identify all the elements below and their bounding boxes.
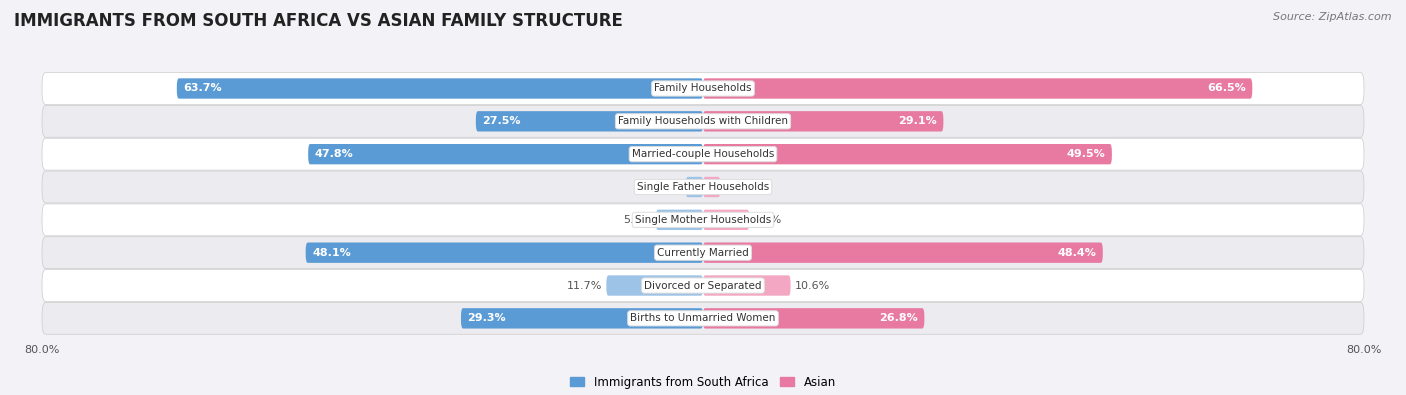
Text: 48.4%: 48.4%: [1057, 248, 1097, 258]
FancyBboxPatch shape: [308, 144, 703, 164]
FancyBboxPatch shape: [42, 270, 1364, 301]
Text: Source: ZipAtlas.com: Source: ZipAtlas.com: [1274, 12, 1392, 22]
FancyBboxPatch shape: [42, 237, 1364, 269]
Text: Divorced or Separated: Divorced or Separated: [644, 280, 762, 290]
Text: Married-couple Households: Married-couple Households: [631, 149, 775, 159]
FancyBboxPatch shape: [703, 243, 1102, 263]
FancyBboxPatch shape: [703, 210, 749, 230]
FancyBboxPatch shape: [42, 138, 1364, 170]
FancyBboxPatch shape: [42, 73, 1364, 104]
FancyBboxPatch shape: [42, 105, 1364, 137]
Text: Family Households: Family Households: [654, 83, 752, 94]
Text: IMMIGRANTS FROM SOUTH AFRICA VS ASIAN FAMILY STRUCTURE: IMMIGRANTS FROM SOUTH AFRICA VS ASIAN FA…: [14, 12, 623, 30]
FancyBboxPatch shape: [461, 308, 703, 329]
Text: 49.5%: 49.5%: [1067, 149, 1105, 159]
Text: 11.7%: 11.7%: [567, 280, 602, 290]
Text: Births to Unmarried Women: Births to Unmarried Women: [630, 313, 776, 324]
FancyBboxPatch shape: [703, 177, 720, 197]
FancyBboxPatch shape: [686, 177, 703, 197]
Text: 63.7%: 63.7%: [183, 83, 222, 94]
FancyBboxPatch shape: [703, 308, 924, 329]
FancyBboxPatch shape: [305, 243, 703, 263]
FancyBboxPatch shape: [703, 78, 1253, 99]
Text: 26.8%: 26.8%: [879, 313, 918, 324]
Text: 2.1%: 2.1%: [724, 182, 752, 192]
Text: Single Mother Households: Single Mother Households: [636, 215, 770, 225]
Text: 5.7%: 5.7%: [623, 215, 652, 225]
Text: Currently Married: Currently Married: [657, 248, 749, 258]
Text: 47.8%: 47.8%: [315, 149, 353, 159]
FancyBboxPatch shape: [703, 144, 1112, 164]
FancyBboxPatch shape: [703, 275, 790, 296]
FancyBboxPatch shape: [42, 303, 1364, 334]
FancyBboxPatch shape: [177, 78, 703, 99]
FancyBboxPatch shape: [475, 111, 703, 132]
FancyBboxPatch shape: [42, 204, 1364, 236]
Text: Family Households with Children: Family Households with Children: [619, 117, 787, 126]
FancyBboxPatch shape: [42, 171, 1364, 203]
Text: 10.6%: 10.6%: [794, 280, 830, 290]
Text: Single Father Households: Single Father Households: [637, 182, 769, 192]
Text: 66.5%: 66.5%: [1206, 83, 1246, 94]
FancyBboxPatch shape: [657, 210, 703, 230]
FancyBboxPatch shape: [606, 275, 703, 296]
Legend: Immigrants from South Africa, Asian: Immigrants from South Africa, Asian: [565, 371, 841, 394]
Text: 48.1%: 48.1%: [312, 248, 352, 258]
Text: 29.3%: 29.3%: [468, 313, 506, 324]
FancyBboxPatch shape: [703, 111, 943, 132]
Text: 29.1%: 29.1%: [898, 117, 936, 126]
Text: 5.6%: 5.6%: [754, 215, 782, 225]
Text: 2.1%: 2.1%: [654, 182, 682, 192]
Text: 27.5%: 27.5%: [482, 117, 522, 126]
